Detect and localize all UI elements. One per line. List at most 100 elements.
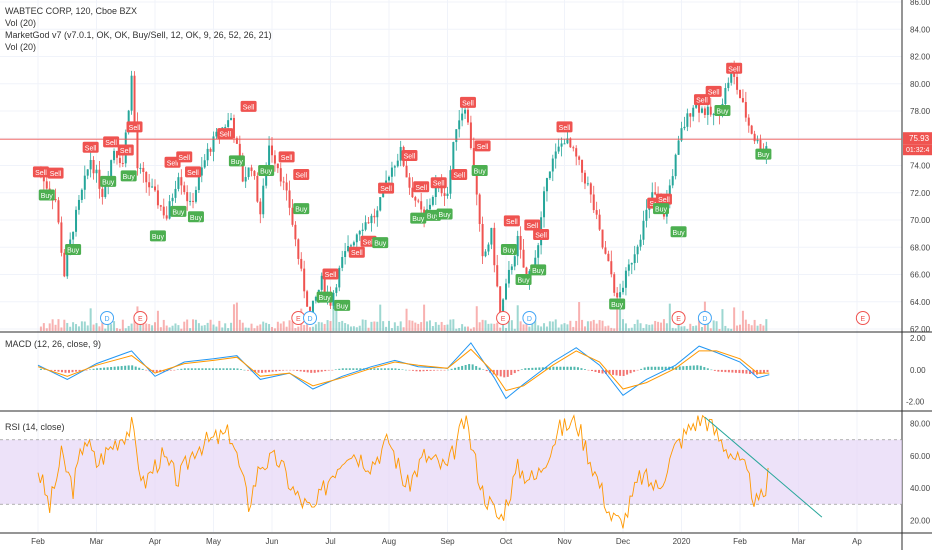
- volume-bar: [209, 319, 212, 331]
- macd-histogram-bar: [436, 369, 439, 371]
- sell-signal-flag: [693, 94, 710, 106]
- volume-bar: [674, 328, 677, 331]
- volume-bar: [118, 328, 121, 331]
- volume-bar: [352, 326, 355, 331]
- macd-histogram-bar: [527, 368, 530, 370]
- signal-label: Buy: [474, 168, 487, 175]
- macd-histogram-bar: [397, 368, 400, 370]
- candle-body: [575, 148, 578, 157]
- macd-histogram-bar: [334, 369, 337, 370]
- candle-body: [77, 199, 80, 210]
- macd-histogram-bar: [141, 368, 144, 370]
- signal-label: Sell: [708, 89, 720, 96]
- macd-histogram-bar: [92, 368, 95, 370]
- indicator-vol-1[interactable]: Vol (20): [5, 18, 37, 28]
- earnings-icon: [855, 311, 870, 325]
- volume-bar: [662, 319, 665, 331]
- macd-histogram-bar: [162, 369, 165, 372]
- candle-body: [63, 252, 66, 277]
- candle-body: [466, 109, 469, 123]
- candle-body: [543, 191, 546, 218]
- macd-histogram-bar: [299, 369, 302, 372]
- candle-body: [148, 182, 151, 188]
- volume-bar: [212, 324, 215, 331]
- macd-histogram-bar: [341, 368, 344, 370]
- event-letter: E: [501, 316, 506, 323]
- volume-bar: [162, 319, 165, 331]
- signal-label: Sell: [178, 155, 190, 162]
- macd-histogram-bar: [190, 368, 193, 370]
- candle-body: [45, 181, 48, 189]
- volume-bar: [98, 326, 101, 331]
- macd-histogram-bar: [752, 369, 755, 375]
- candle-body: [259, 201, 262, 215]
- candle-body: [645, 209, 648, 221]
- volume-bar: [364, 319, 367, 331]
- candle-body: [452, 142, 455, 171]
- volume-bar: [373, 321, 376, 331]
- macd-histogram-bar: [292, 369, 295, 371]
- volume-bar: [63, 319, 66, 331]
- candle-body: [557, 146, 560, 152]
- volume-bar: [741, 310, 744, 331]
- volume-bar: [405, 308, 408, 331]
- volume-bar: [60, 327, 63, 331]
- volume-bar: [706, 322, 709, 331]
- candle-body: [355, 234, 358, 243]
- macd-histogram-bar: [741, 369, 744, 374]
- symbol-line[interactable]: WABTEC CORP, 120, Cboe BZX: [5, 6, 138, 16]
- buy-signal-flag: [515, 273, 532, 285]
- volume-bar: [206, 322, 209, 331]
- volume-bar: [197, 323, 200, 331]
- candle-body: [80, 189, 83, 200]
- candle-body: [186, 192, 189, 202]
- indicator-marketgod[interactable]: MarketGod v7 (v7.0.1, OK, OK, Buy/Sell, …: [5, 30, 272, 40]
- macd-histogram-bar: [232, 368, 235, 370]
- rsi-legend[interactable]: RSI (14, close): [5, 422, 65, 432]
- volume-bar: [253, 328, 256, 331]
- macd-legend[interactable]: MACD (12, 26, close, 9): [5, 339, 102, 349]
- macd-histogram-bar: [369, 368, 372, 370]
- volume-bar: [420, 322, 423, 331]
- buy-signal-flag: [609, 298, 626, 310]
- candle-body: [271, 145, 273, 156]
- macd-histogram-bar: [468, 364, 471, 370]
- signal-label: Buy: [439, 212, 452, 219]
- candle-body: [736, 76, 739, 90]
- candle-body: [194, 190, 197, 202]
- volume-bar: [718, 328, 721, 331]
- candle-body: [592, 194, 595, 211]
- signal-label: Buy: [336, 303, 349, 310]
- candle-body: [502, 299, 505, 315]
- candle-body: [642, 220, 645, 240]
- volume-bar: [151, 325, 154, 331]
- time-axis-tick: 2020: [673, 537, 691, 546]
- macd-histogram-bar: [464, 364, 467, 370]
- volume-bar: [142, 322, 145, 331]
- candle-body: [89, 159, 92, 170]
- candle-body: [475, 168, 478, 195]
- indicator-vol-2[interactable]: Vol (20): [5, 42, 37, 52]
- macd-histogram-bar: [450, 368, 453, 370]
- macd-histogram-bar: [113, 366, 116, 370]
- candle-body: [115, 150, 118, 158]
- dividend-icon: [100, 311, 115, 325]
- candle-body: [338, 267, 341, 288]
- volume-bar: [200, 325, 203, 331]
- macd-histogram-bar: [194, 368, 197, 370]
- macd-axis-tick: 2.00: [910, 334, 926, 343]
- buy-signal-flag: [170, 205, 187, 217]
- volume-bar: [388, 320, 390, 331]
- signal-label: Buy: [757, 152, 770, 159]
- volume-bar: [557, 327, 560, 331]
- candle-body: [349, 245, 352, 247]
- time-axis-tick: Nov: [557, 537, 571, 546]
- macd-histogram-bar: [404, 369, 407, 371]
- candle-body: [548, 171, 551, 179]
- candle-body: [493, 227, 496, 266]
- dividend-icon: [522, 311, 537, 325]
- signal-label: Buy: [319, 295, 332, 302]
- macd-histogram-bar: [548, 366, 551, 370]
- volume-bar: [358, 325, 361, 331]
